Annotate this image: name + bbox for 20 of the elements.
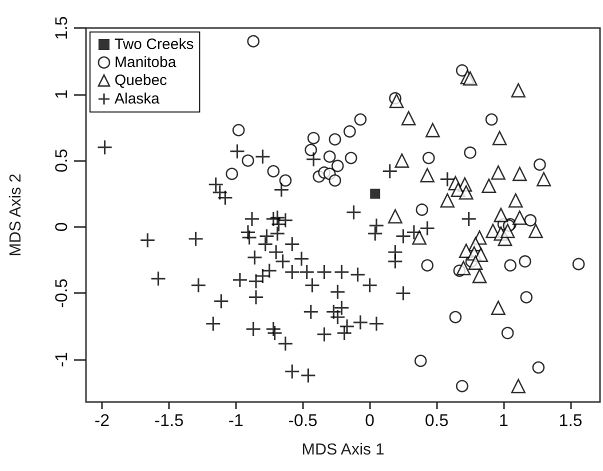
x-tick-label: 0 <box>365 411 375 430</box>
x-axis-title: MDS Axis 1 <box>302 442 384 458</box>
y-tick-label: 0.5 <box>52 148 71 172</box>
y-tick-label: 1 <box>52 90 71 100</box>
x-tick-label: -2 <box>94 411 110 430</box>
x-tick-label: 1 <box>498 411 508 430</box>
x-tick-label: -0.5 <box>288 411 318 430</box>
x-tick-label: 1.5 <box>558 411 582 430</box>
x-tick-label: 0.5 <box>424 411 449 430</box>
legend-label: Two Creeks <box>114 36 194 53</box>
y-tick-label: -1 <box>52 352 71 368</box>
y-tick-label: 1.5 <box>52 16 71 40</box>
legend-label: Manitoba <box>114 54 177 71</box>
y-tick-label: 0 <box>52 222 71 232</box>
legend-label: Alaska <box>114 90 160 108</box>
x-tick-label: -1 <box>228 411 244 430</box>
y-axis-title: MDS Axis 2 <box>8 174 24 256</box>
x-tick-label: -1.5 <box>154 411 184 430</box>
y-tick-label: -0.5 <box>52 278 71 308</box>
legend-label: Quebec <box>114 72 168 89</box>
